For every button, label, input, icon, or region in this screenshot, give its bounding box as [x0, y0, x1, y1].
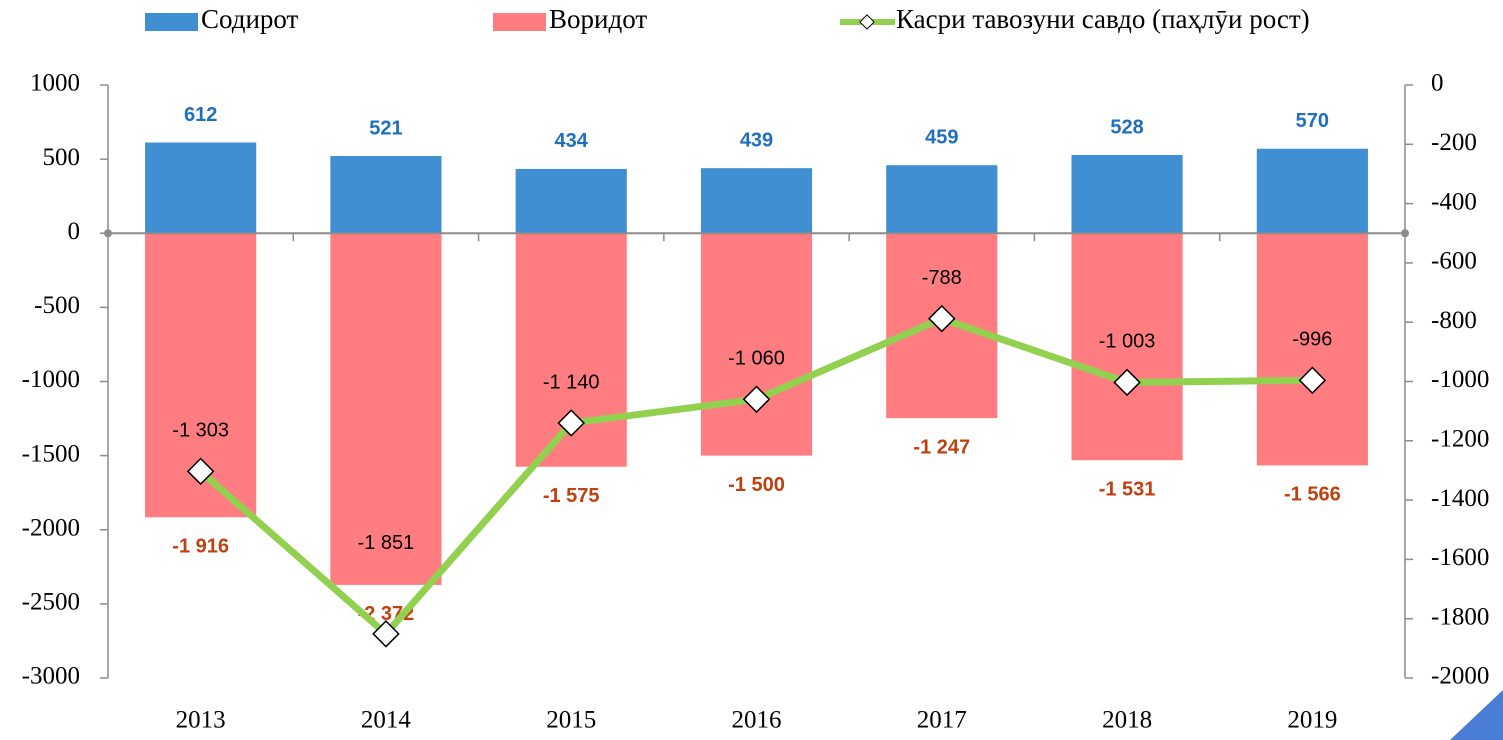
data-label: -996 [1292, 329, 1332, 351]
bar [700, 233, 813, 456]
bar [145, 142, 257, 234]
legend-label: Содирот [201, 4, 299, 34]
line-marker [1298, 366, 1327, 395]
y2-tick-label: -1800 [1431, 603, 1489, 630]
x-tick-label: 2014 [361, 707, 412, 734]
line-marker [1113, 368, 1141, 397]
data-label: -1 916 [172, 536, 229, 558]
legend-swatch [493, 13, 546, 31]
y-tick-label: -2500 [22, 589, 80, 616]
data-label: -1 851 [358, 532, 415, 554]
data-label: -1 247 [913, 436, 970, 458]
bar [700, 168, 813, 234]
y2-tick-label: -600 [1431, 248, 1477, 275]
data-label: 459 [925, 126, 958, 148]
bar [1071, 233, 1183, 461]
corner-decoration [1450, 690, 1503, 740]
data-label: 439 [740, 129, 773, 151]
x-tick-label: 2015 [546, 707, 596, 734]
y-tick-label: -500 [34, 292, 80, 319]
data-label: 521 [369, 117, 402, 139]
x-tick-label: 2013 [176, 707, 226, 734]
y-tick-label: 0 [68, 218, 81, 245]
bar [1256, 148, 1368, 234]
legend-label: Касри тавозуни савдо (паҳлӯи рост) [896, 4, 1310, 34]
bar [1256, 233, 1368, 466]
x-tick-label: 2017 [917, 707, 967, 734]
y2-tick-label: -1200 [1431, 426, 1489, 453]
x-tick-label: 2016 [732, 707, 782, 734]
data-label: -1 060 [728, 348, 785, 370]
data-label: -1 575 [543, 485, 600, 507]
y2-tick-label: -200 [1431, 129, 1477, 156]
y2-tick-label: 0 [1431, 70, 1444, 97]
y2-tick-label: -1400 [1431, 485, 1489, 512]
data-label: -1 566 [1284, 484, 1341, 506]
data-label: -1 531 [1099, 479, 1156, 501]
legend-swatch [145, 13, 198, 31]
line-marker [557, 409, 586, 437]
bar [330, 156, 442, 234]
line-marker [927, 304, 956, 333]
y-tick-label: -2000 [22, 514, 80, 541]
data-label: 570 [1296, 110, 1329, 132]
y-tick-label: -3000 [22, 663, 80, 690]
bar [1071, 154, 1183, 234]
data-label: 528 [1110, 116, 1143, 138]
y2-tick-label: -800 [1431, 307, 1477, 334]
x-axis-end [104, 229, 112, 238]
y-tick-label: -1500 [22, 440, 80, 467]
data-label: -1 303 [172, 420, 229, 442]
bar [330, 233, 442, 585]
data-label: 434 [555, 130, 589, 152]
bar [886, 165, 998, 234]
y-tick-label: 500 [43, 144, 81, 171]
y-tick-label: -1000 [22, 366, 80, 393]
x-tick-label: 2019 [1287, 707, 1337, 734]
data-label: -1 140 [543, 371, 600, 393]
line-marker [186, 457, 215, 486]
data-label: -1 500 [728, 474, 785, 496]
y2-tick-label: -1600 [1431, 544, 1489, 571]
legend-label: Воридот [549, 4, 647, 34]
bar [515, 168, 627, 234]
legend-marker [859, 14, 875, 30]
y-tick-label: 1000 [30, 70, 80, 97]
data-label: -1 003 [1099, 331, 1156, 353]
y2-tick-label: -2000 [1431, 663, 1489, 690]
line-marker [372, 620, 400, 648]
x-axis-end [1401, 229, 1409, 238]
y2-tick-label: -400 [1431, 188, 1477, 215]
line-marker [742, 385, 771, 414]
y2-tick-label: -1000 [1431, 366, 1489, 393]
data-label: 612 [184, 104, 217, 126]
data-label: -788 [922, 267, 962, 289]
x-tick-label: 2018 [1102, 707, 1152, 734]
